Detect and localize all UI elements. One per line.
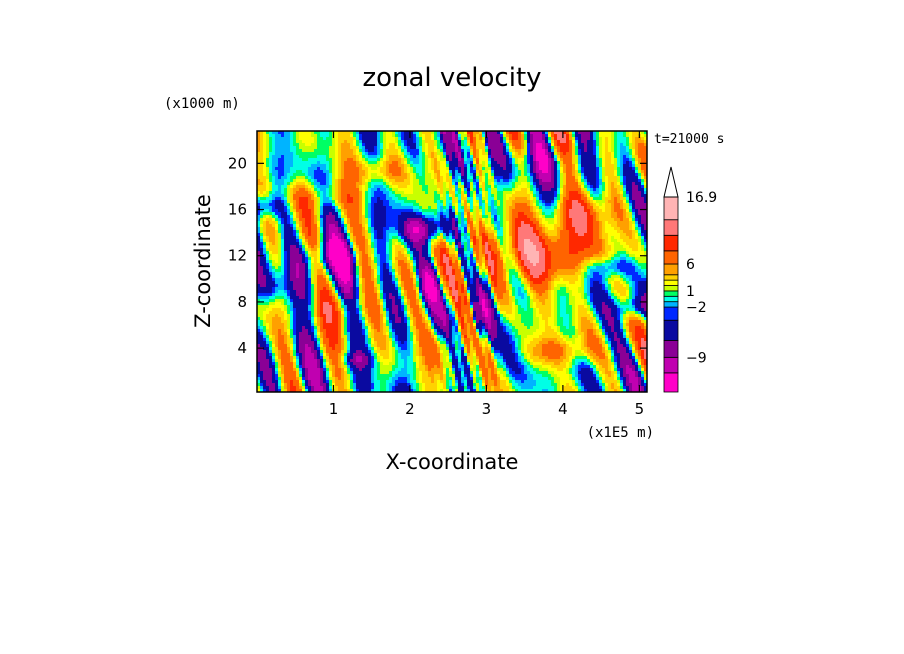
velocity-field <box>257 131 647 392</box>
colorbar-label: 1 <box>686 284 695 300</box>
colorbar-label: −9 <box>686 350 707 366</box>
x-tick-label: 4 <box>558 400 568 418</box>
colorbar-swatch <box>663 274 679 281</box>
x-tick-label: 1 <box>329 400 339 418</box>
y-axis-ticks: 4 8 12 16 20 <box>228 154 647 357</box>
plot-frame <box>256 130 648 393</box>
colorbar-swatch <box>663 263 679 276</box>
colorbar-label: −2 <box>686 300 707 316</box>
colorbar-swatch <box>663 196 679 221</box>
colorbar-swatch <box>663 372 679 393</box>
x-tick-label: 2 <box>405 400 415 418</box>
time-label: t=21000 s <box>654 132 724 147</box>
colorbar-swatch <box>663 234 679 252</box>
y-axis-label: Z-coordinate <box>191 194 215 328</box>
colorbar-swatch <box>663 279 679 286</box>
x-axis-label: X-coordinate <box>386 450 519 474</box>
colorbar-swatch <box>663 356 679 374</box>
x-tick-label: 5 <box>635 400 645 418</box>
colorbar-label: 6 <box>686 257 695 273</box>
colorbar-label: 16.9 <box>686 190 717 206</box>
colorbar-swatch <box>663 285 679 292</box>
colorbar-extend-triangle <box>663 166 679 198</box>
x-unit-label: (x1E5 m) <box>587 425 654 441</box>
colorbar-swatch <box>663 306 679 321</box>
colorbar-swatch <box>663 340 679 358</box>
colorbar-swatch <box>663 295 679 303</box>
colorbar-swatch <box>663 219 679 236</box>
y-tick-label: 8 <box>237 293 247 311</box>
chart-title: zonal velocity <box>362 63 541 93</box>
colorbar-swatch <box>663 290 679 297</box>
colorbar: 16.9 6 1−2 −9 <box>663 166 717 393</box>
x-tick-label: 3 <box>482 400 492 418</box>
y-tick-label: 20 <box>228 154 247 172</box>
y-tick-label: 4 <box>237 339 247 357</box>
colorbar-swatch <box>663 301 679 308</box>
x-axis-ticks: 1 2 3 4 5 <box>329 131 644 418</box>
y-tick-label: 16 <box>228 201 247 219</box>
y-unit-label: (x1000 m) <box>164 96 240 112</box>
colorbar-swatch <box>663 319 679 341</box>
colorbar-swatch <box>663 250 679 265</box>
y-tick-label: 12 <box>228 247 247 265</box>
